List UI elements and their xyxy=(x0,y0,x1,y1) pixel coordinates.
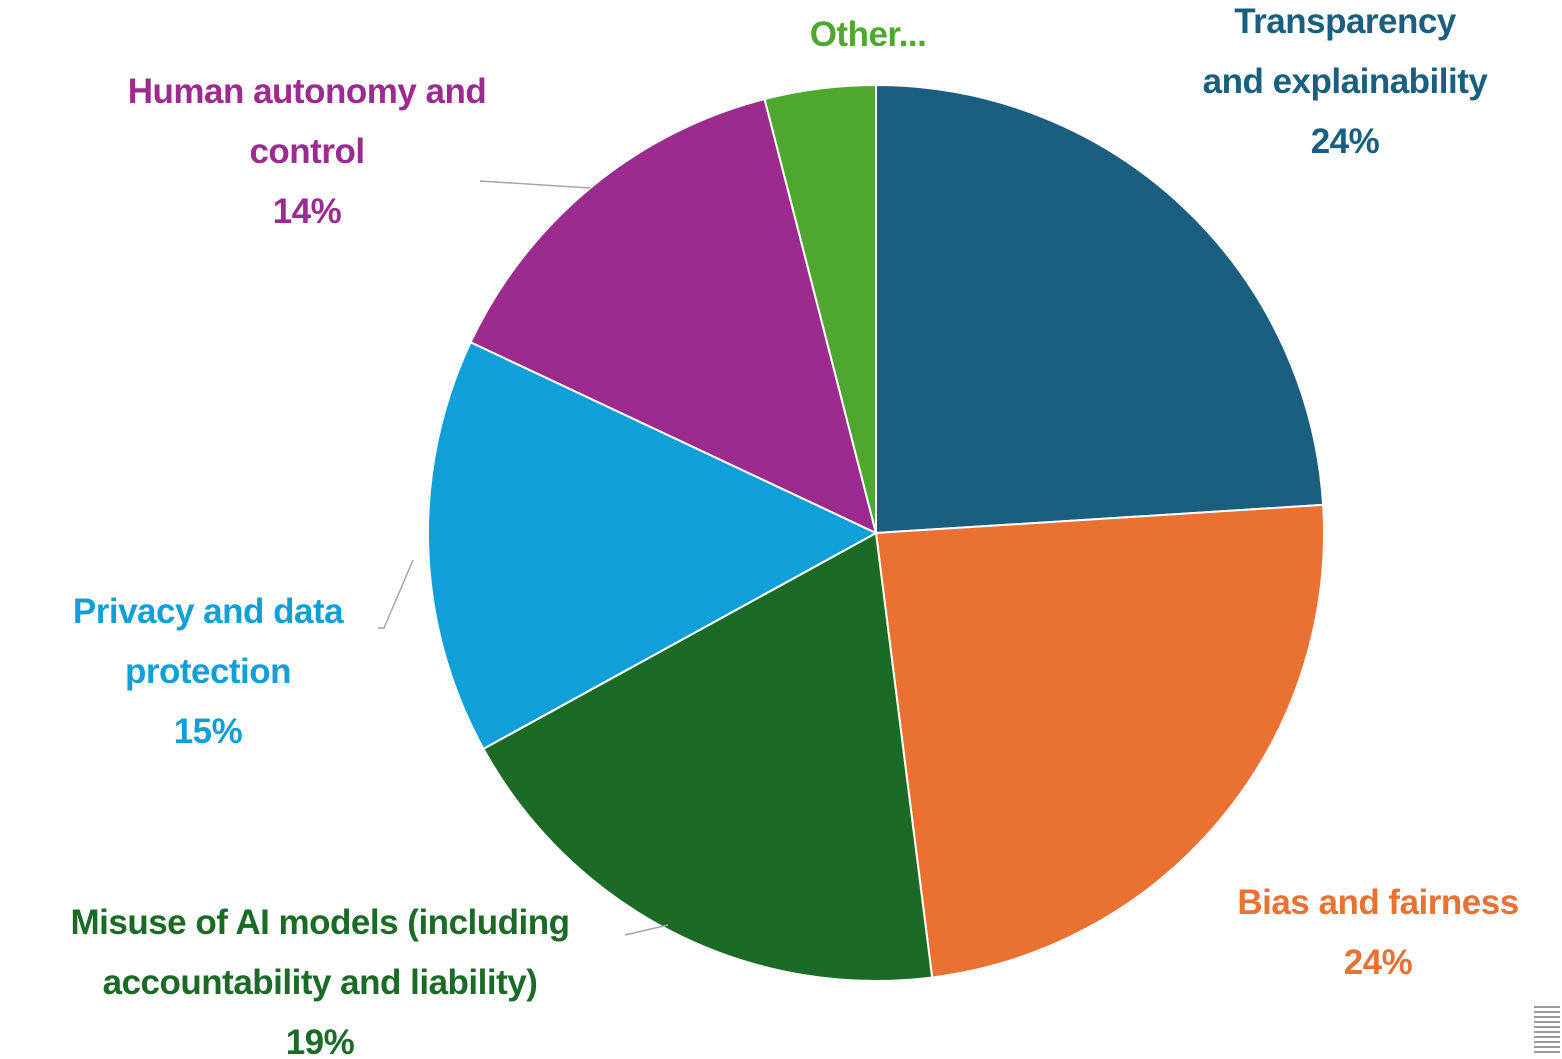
category-label: Human autonomy and control xyxy=(127,72,487,171)
corner-icon xyxy=(1534,1006,1560,1053)
pie-slice xyxy=(763,83,877,534)
pie-slice xyxy=(482,531,934,982)
category-label: Privacy and data protection xyxy=(72,592,344,691)
leader-line xyxy=(378,559,414,629)
category-label: Other... xyxy=(809,15,927,54)
value-label: 15% xyxy=(173,712,243,751)
value-label: 19% xyxy=(285,1023,355,1059)
slice-label: Privacy and data protection 15% xyxy=(38,582,378,762)
slices xyxy=(427,83,1325,982)
pie-slice xyxy=(875,83,1325,535)
leader-line xyxy=(479,180,591,189)
slice-label: Misuse of AI models (including accountab… xyxy=(5,893,635,1059)
slice-label: Human autonomy and control 14% xyxy=(82,62,532,242)
slice-label: Other... xyxy=(768,5,968,65)
value-label: 24% xyxy=(1310,122,1380,161)
leader-line xyxy=(624,924,669,936)
slice-label: Transparency and explainability 24% xyxy=(1200,0,1490,172)
category-label: Bias and fairness xyxy=(1237,883,1519,922)
category-label: Misuse of AI models (including accountab… xyxy=(70,903,570,1002)
pie-slice xyxy=(469,97,878,535)
pie-slice xyxy=(874,503,1325,979)
slice-label: Bias and fairness 24% xyxy=(1198,873,1558,993)
value-label: 24% xyxy=(1343,943,1413,982)
value-label: 14% xyxy=(272,192,342,231)
category-label: Transparency and explainability xyxy=(1202,2,1488,101)
pie-slice xyxy=(427,340,879,751)
